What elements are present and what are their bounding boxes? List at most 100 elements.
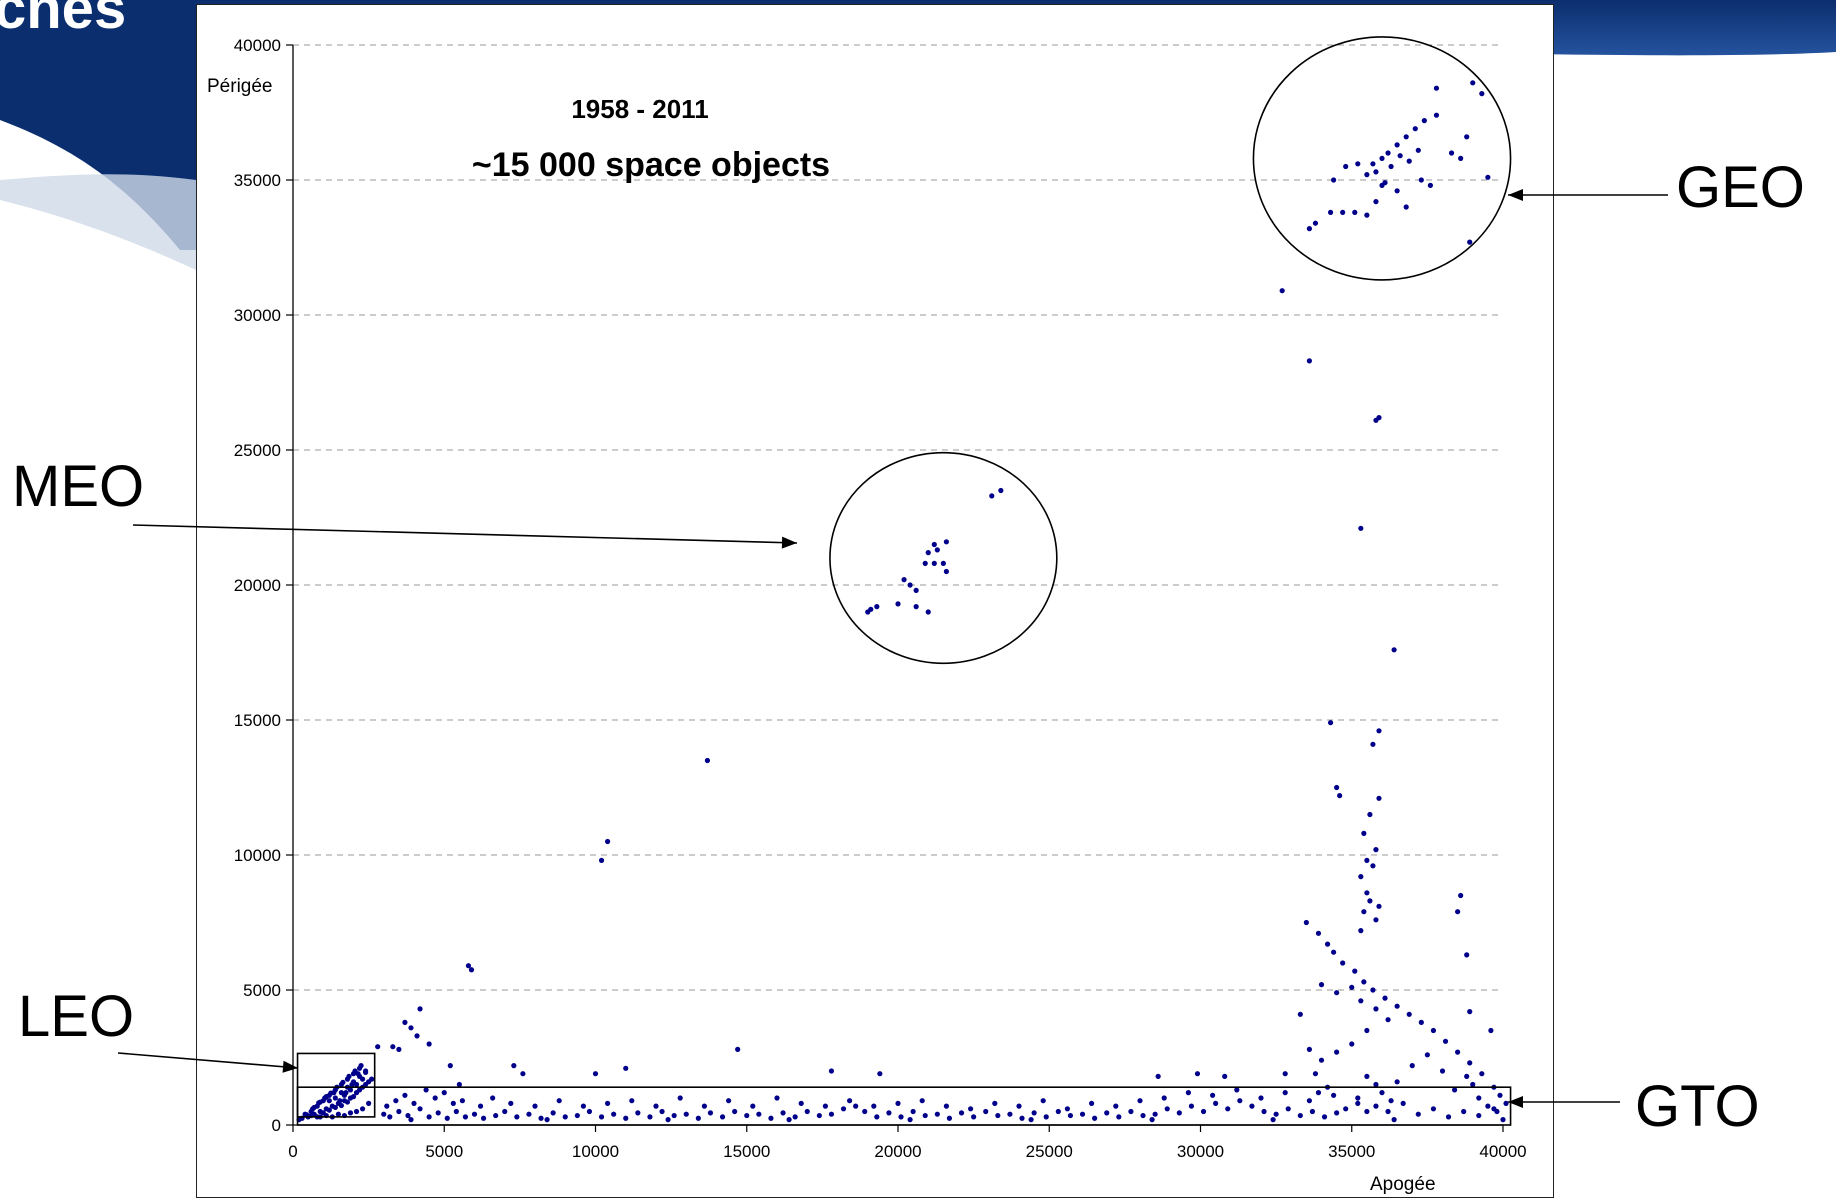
data-point	[1297, 1112, 1303, 1119]
data-point	[1043, 1114, 1049, 1120]
data-point	[910, 1108, 916, 1115]
data-point	[744, 1112, 750, 1119]
data-point	[1467, 239, 1473, 245]
data-point	[735, 1046, 741, 1052]
data-point	[1315, 930, 1322, 936]
data-point	[326, 1098, 332, 1104]
data-point	[338, 1102, 344, 1109]
data-point	[1364, 1027, 1370, 1034]
data-point	[1225, 1106, 1231, 1112]
data-point	[1385, 1108, 1391, 1115]
data-point	[1467, 1060, 1473, 1066]
data-point	[1273, 1111, 1279, 1117]
data-point	[1349, 984, 1355, 990]
data-point	[1007, 1111, 1013, 1117]
data-point	[995, 1112, 1001, 1119]
data-point	[922, 560, 928, 567]
data-point	[396, 1108, 402, 1115]
data-point	[871, 1103, 877, 1109]
data-point	[1503, 1100, 1509, 1106]
data-point	[925, 609, 931, 615]
data-point	[1334, 1110, 1340, 1116]
data-point	[1285, 1106, 1291, 1112]
data-point	[502, 1108, 508, 1115]
data-point	[983, 1108, 989, 1115]
data-point	[317, 1099, 323, 1105]
data-point	[677, 1095, 683, 1101]
data-point	[732, 1108, 738, 1115]
data-point	[1031, 1110, 1037, 1116]
data-point	[1470, 1081, 1476, 1088]
data-point	[1400, 1100, 1406, 1106]
data-point	[647, 1114, 653, 1120]
data-point	[1370, 863, 1376, 869]
data-point	[417, 1106, 423, 1112]
data-point	[798, 1100, 804, 1106]
data-point	[1409, 1063, 1415, 1069]
data-point	[526, 1111, 532, 1117]
geo-circle	[1252, 36, 1512, 281]
data-point	[423, 1087, 429, 1093]
data-point	[580, 1103, 587, 1109]
data-point	[1364, 1073, 1370, 1079]
data-point	[493, 1112, 499, 1119]
data-point	[1458, 155, 1464, 161]
data-point	[1355, 1095, 1361, 1101]
data-point	[901, 577, 907, 583]
y-tick-label: 25000	[234, 441, 281, 460]
data-point	[1388, 163, 1394, 170]
data-point	[989, 493, 995, 499]
data-point	[1367, 811, 1373, 818]
data-point	[353, 1081, 360, 1088]
meo-arrow	[132, 524, 798, 549]
data-point	[337, 1098, 343, 1104]
data-point	[1306, 358, 1312, 364]
data-point	[1421, 118, 1427, 124]
data-point	[853, 1103, 859, 1109]
plot-panel	[196, 4, 1554, 1198]
data-point	[1340, 209, 1346, 215]
data-point	[1312, 220, 1319, 226]
data-point	[396, 1046, 402, 1052]
data-point	[538, 1115, 544, 1121]
leo-arrow	[117, 1052, 299, 1073]
data-point	[1355, 161, 1361, 167]
data-point	[913, 587, 919, 594]
data-point	[1364, 857, 1370, 864]
data-point	[629, 1098, 635, 1104]
data-point	[598, 1114, 605, 1120]
data-point	[356, 1087, 363, 1093]
data-point	[1200, 1108, 1207, 1115]
data-point	[635, 1110, 641, 1116]
data-point	[1258, 1095, 1264, 1101]
data-point	[1261, 1108, 1267, 1115]
data-point	[1358, 928, 1364, 934]
data-point	[719, 1114, 726, 1120]
data-point	[414, 1033, 420, 1039]
data-point	[1352, 209, 1358, 215]
data-point	[1485, 174, 1491, 180]
data-point	[1364, 172, 1370, 178]
data-point	[1358, 525, 1364, 531]
data-point	[477, 1103, 484, 1109]
data-point	[349, 1081, 355, 1088]
data-point	[592, 1071, 599, 1077]
data-point	[355, 1071, 361, 1077]
data-point	[332, 1095, 338, 1101]
data-point	[1461, 1108, 1467, 1115]
data-point	[1343, 1106, 1349, 1112]
leo-box	[296, 1052, 376, 1118]
data-point	[1403, 134, 1409, 140]
data-point	[774, 1095, 780, 1101]
data-point	[1464, 952, 1470, 958]
data-point	[1370, 161, 1376, 167]
data-point	[405, 1112, 411, 1119]
data-point	[459, 1098, 465, 1104]
data-point	[544, 1117, 550, 1123]
data-point	[465, 963, 472, 969]
data-point	[922, 1112, 928, 1119]
data-point	[1113, 1103, 1119, 1109]
data-point	[326, 1107, 332, 1113]
data-point	[1334, 784, 1340, 791]
